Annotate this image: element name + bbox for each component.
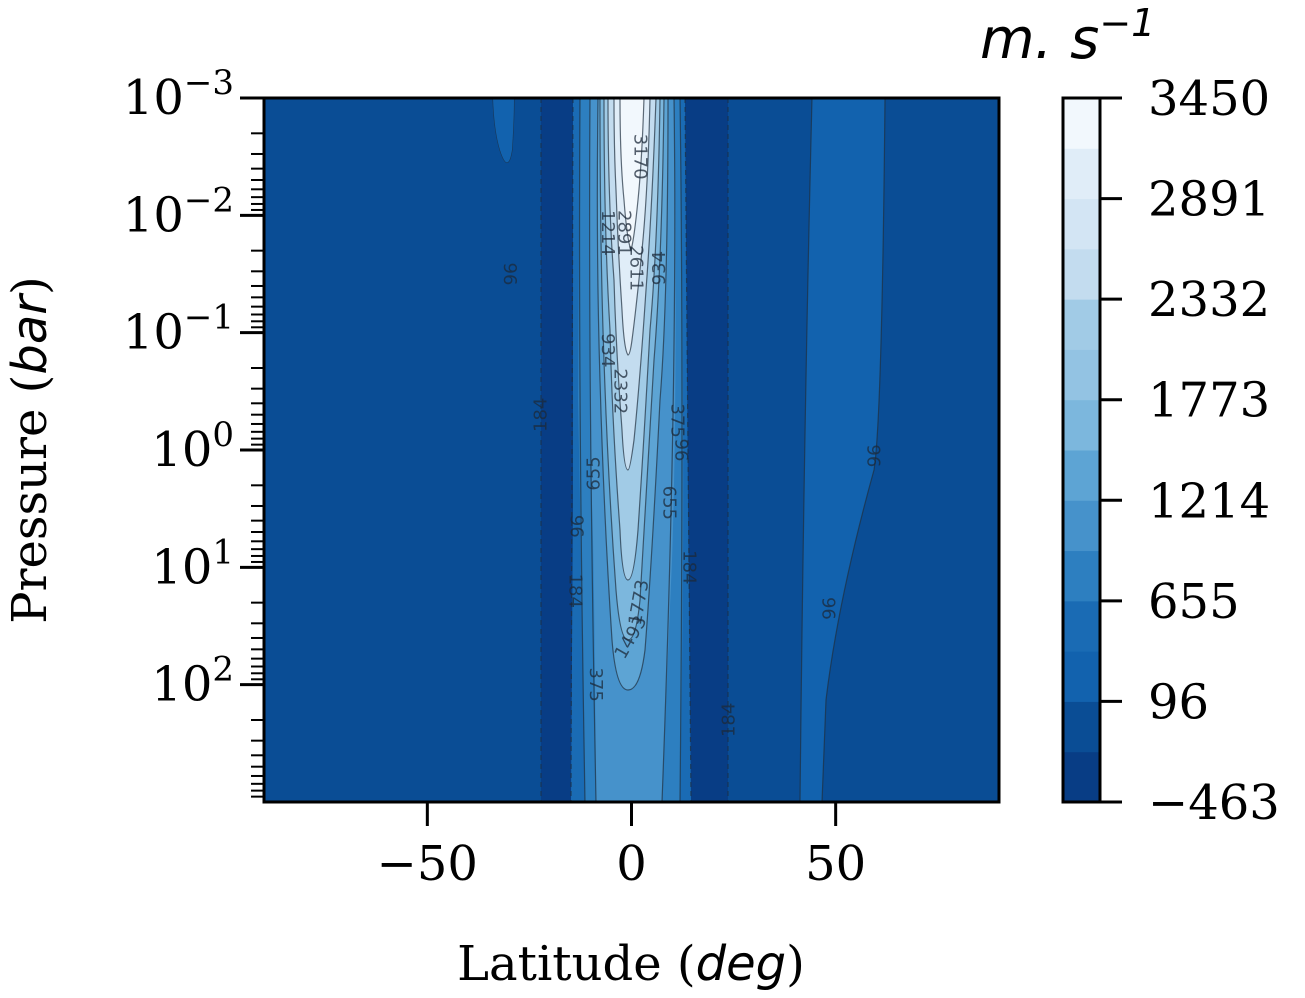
y-tick-label: 10−3 bbox=[123, 63, 234, 126]
contour-label: 3170 bbox=[630, 134, 651, 180]
contour-label: 375 bbox=[666, 403, 687, 437]
jet-core-max bbox=[620, 98, 644, 250]
y-axis-label: Pressure (bar) bbox=[2, 276, 58, 624]
x-tick-label: −50 bbox=[377, 836, 478, 892]
colorbar-band bbox=[1063, 701, 1100, 753]
colorbar-band bbox=[1063, 751, 1100, 803]
colorbar-band bbox=[1063, 299, 1100, 350]
contour-label: 934 bbox=[649, 251, 670, 285]
contour-label: 2332 bbox=[609, 368, 630, 414]
colorbar-tick-label: 96 bbox=[1148, 674, 1209, 730]
colorbar-bands bbox=[1063, 98, 1100, 803]
colorbar-band bbox=[1063, 450, 1100, 501]
colorbar-band bbox=[1063, 500, 1100, 552]
contour-label: 184 bbox=[679, 550, 700, 584]
y-tick-label: 10−1 bbox=[123, 298, 234, 361]
colorbar-tick-label: 3450 bbox=[1148, 71, 1270, 127]
colorbar-tick-label: 2332 bbox=[1148, 272, 1270, 328]
colorbar-band bbox=[1063, 248, 1100, 300]
y-tick-label: 102 bbox=[151, 650, 234, 713]
contour-label: 96 bbox=[499, 263, 520, 286]
contour-label: 96 bbox=[862, 444, 883, 467]
contour-label: 96 bbox=[567, 515, 588, 538]
x-axis-label: Latitude (deg) bbox=[457, 936, 805, 992]
colorbar-frame bbox=[1061, 96, 1102, 804]
contour-label: 2891 bbox=[613, 210, 634, 256]
colorbar-tick-label: 2891 bbox=[1148, 172, 1270, 228]
colorbar-band bbox=[1063, 399, 1100, 451]
x-axis: −50 0 50 bbox=[377, 802, 866, 892]
contour-label: 375 bbox=[585, 667, 606, 701]
colorbar-band bbox=[1063, 550, 1100, 602]
colorbar-band bbox=[1063, 198, 1100, 250]
contour-lines bbox=[492, 98, 886, 802]
contour-label: 184 bbox=[564, 574, 585, 608]
colorbar-ticks: −463 96 655 1214 1773 2332 2891 3450 bbox=[1100, 71, 1280, 831]
contour-blob-96 bbox=[493, 98, 514, 163]
contour-label: 934 bbox=[597, 333, 618, 367]
colorbar-tick-label: 1773 bbox=[1148, 373, 1270, 429]
y-axis: 10−3 10−2 10−1 100 101 102 bbox=[123, 63, 264, 798]
contour-label: 96 bbox=[818, 597, 839, 620]
colorbar-unit-label: m. s−1 bbox=[980, 1, 1155, 72]
colorbar-tick-label: 1214 bbox=[1148, 473, 1270, 529]
colorbar-tick-label: −463 bbox=[1148, 775, 1280, 831]
colorbar-band bbox=[1063, 651, 1100, 702]
colorbar-band bbox=[1063, 600, 1100, 652]
contour-label: 655 bbox=[584, 456, 605, 490]
y-tick-label: 101 bbox=[151, 532, 234, 595]
contour-label: 96 bbox=[671, 439, 692, 462]
colorbar: −463 96 655 1214 1773 2332 2891 3450 m. s−1 bbox=[980, 1, 1280, 831]
contour-label: 1214 bbox=[597, 210, 618, 256]
colorbar-band bbox=[1063, 148, 1100, 200]
contour-label: 2611 bbox=[626, 245, 647, 291]
retrograde-band-south bbox=[541, 98, 573, 802]
y-tick-label: 10−2 bbox=[123, 180, 234, 243]
x-tick-label: 50 bbox=[805, 836, 866, 892]
jet-band-north bbox=[800, 98, 885, 802]
colorbar-band bbox=[1063, 98, 1100, 149]
x-tick-label: 0 bbox=[616, 836, 647, 892]
colorbar-band bbox=[1063, 349, 1100, 401]
plot-area: 9618465596184375121428913170261193493423… bbox=[264, 98, 999, 802]
contour-label: 655 bbox=[658, 486, 679, 520]
contour-label: 184 bbox=[719, 703, 740, 737]
contour-label: 184 bbox=[531, 398, 552, 432]
y-tick-label: 100 bbox=[151, 415, 234, 478]
retrograde-band-north bbox=[685, 98, 728, 802]
colorbar-tick-label: 655 bbox=[1148, 574, 1240, 630]
